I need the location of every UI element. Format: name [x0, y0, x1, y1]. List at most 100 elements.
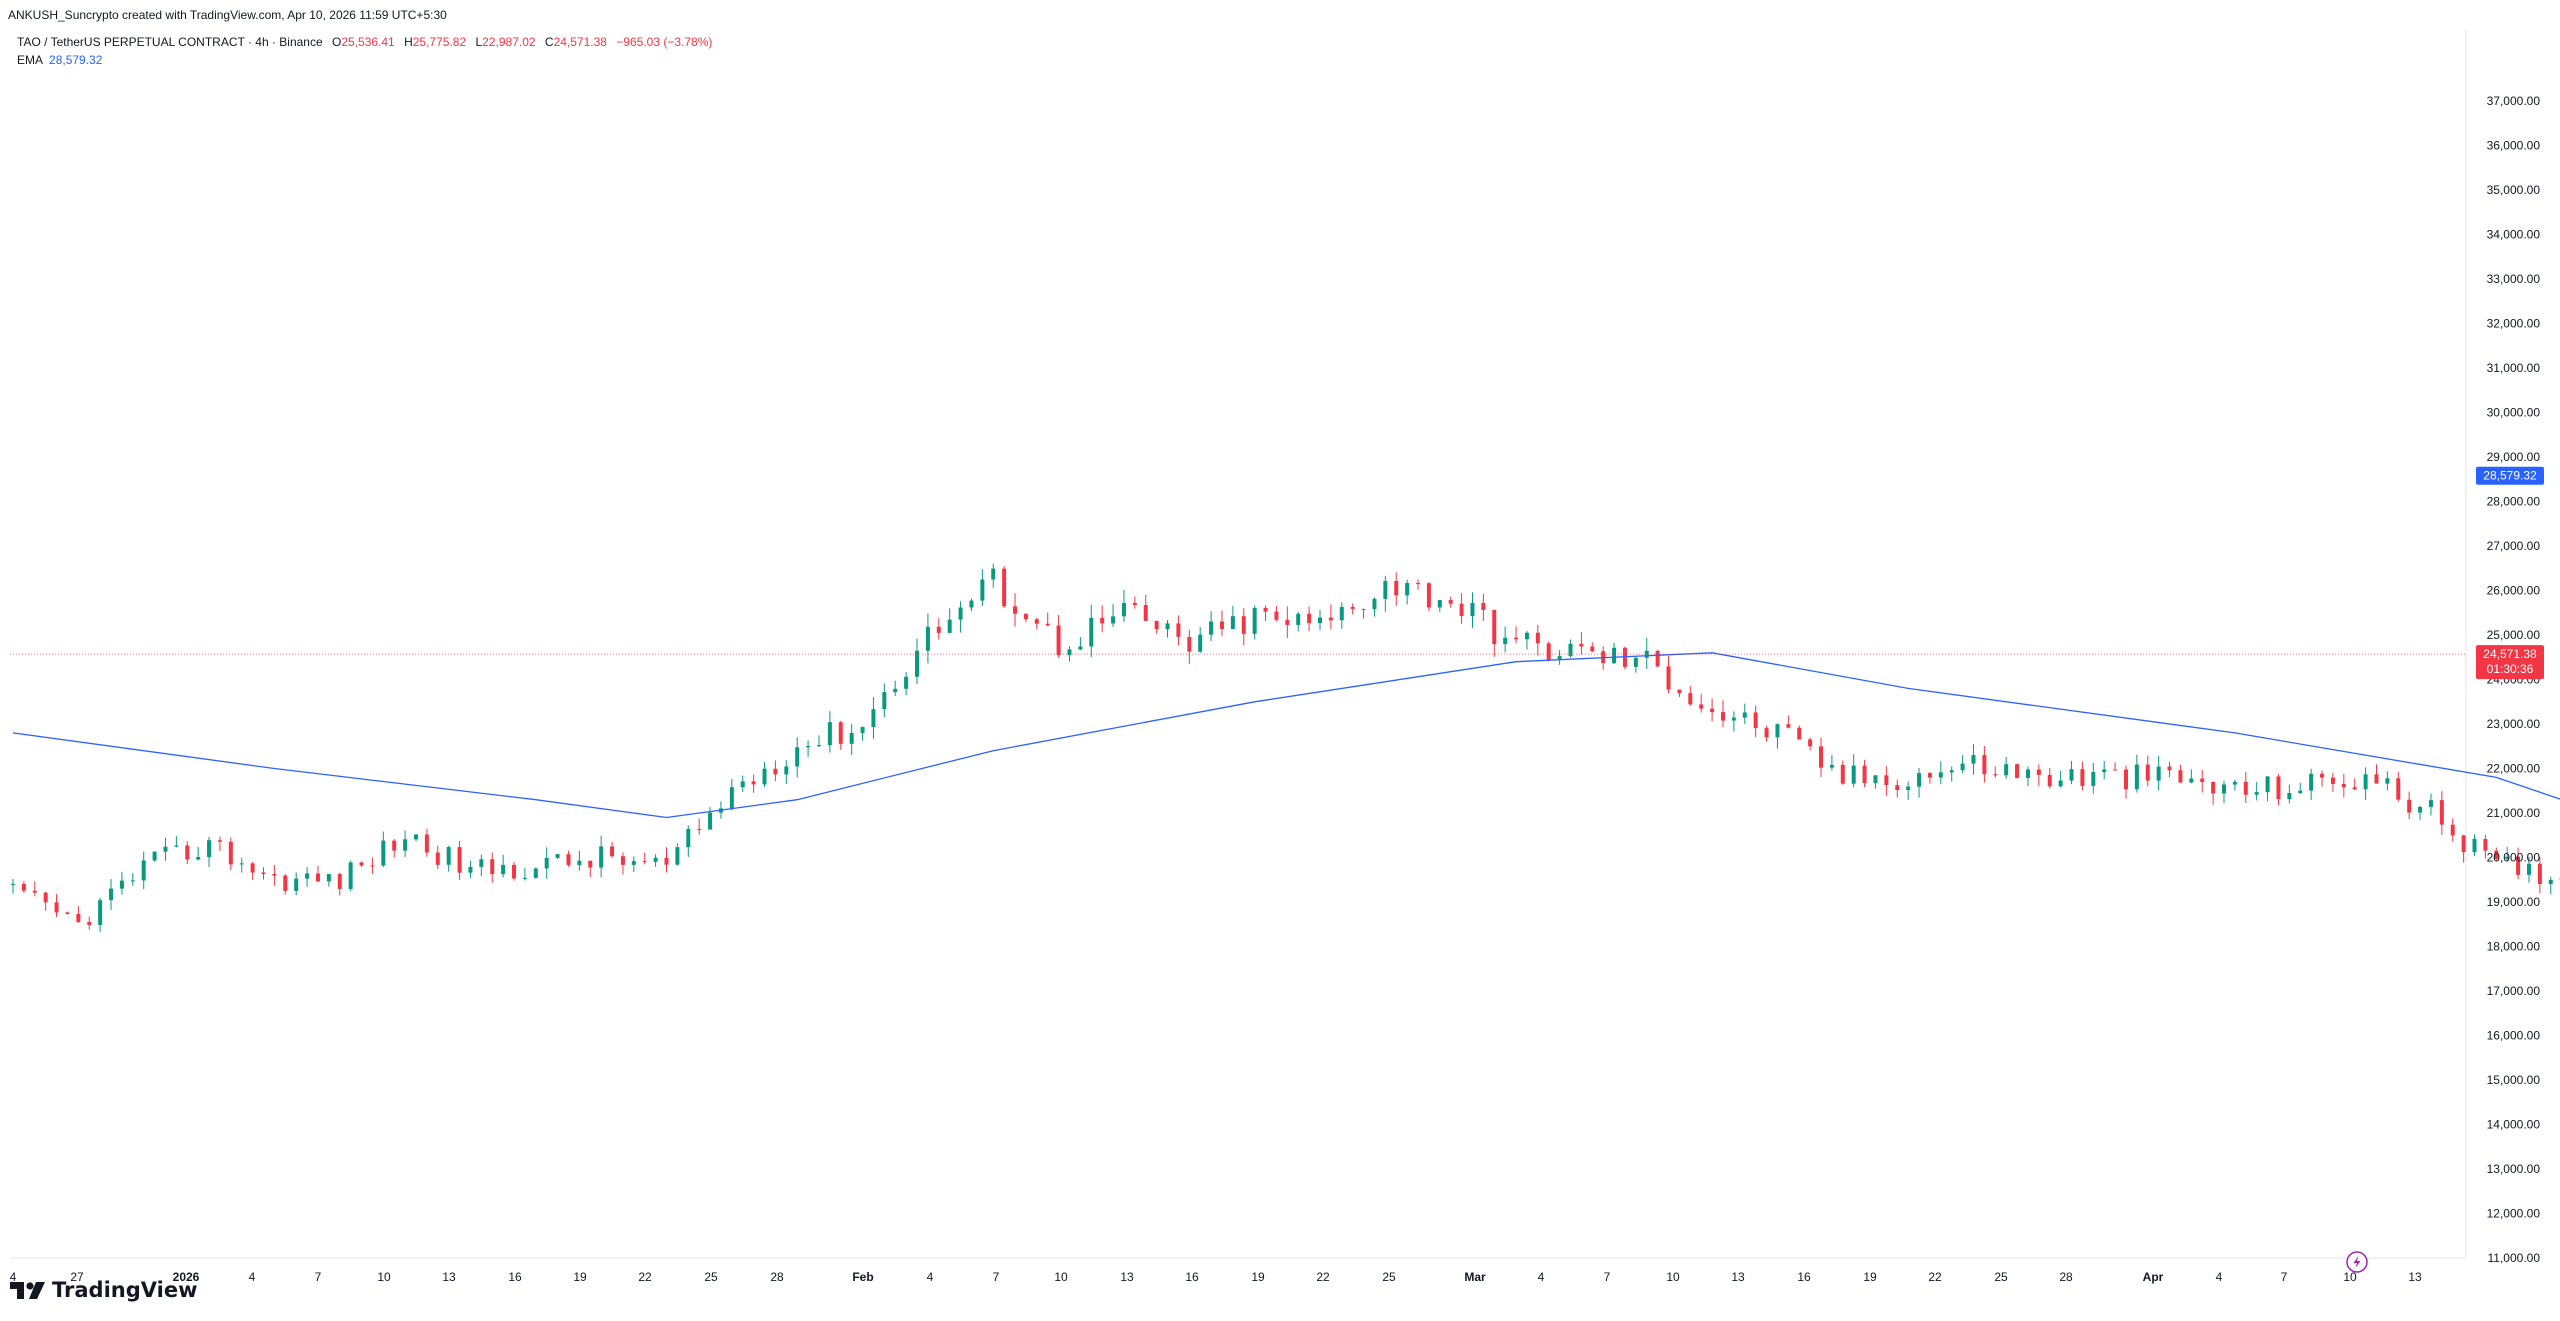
candle	[283, 873, 288, 895]
candle	[1383, 575, 1388, 612]
candle	[1862, 759, 1867, 788]
price-tick-label: 16,000.00	[2487, 1029, 2541, 1043]
candle	[2516, 847, 2521, 880]
candle	[11, 879, 15, 894]
time-tick-label: 4	[2216, 1270, 2223, 1284]
time-tick-label: 25	[1994, 1270, 2008, 1284]
candle	[620, 852, 625, 875]
candle	[1470, 592, 1475, 628]
close-value: 24,571.38	[553, 35, 607, 49]
candle	[1034, 617, 1039, 630]
time-tick-label: 13	[2408, 1270, 2422, 1284]
candle	[1121, 589, 1126, 622]
candle	[751, 774, 756, 793]
candle	[2374, 764, 2379, 784]
price-tick-label: 31,000.00	[2487, 361, 2541, 375]
candle	[1524, 631, 1529, 650]
price-tick-label: 18,000.00	[2487, 940, 2541, 954]
price-tick-label: 28,000.00	[2487, 495, 2541, 509]
candle	[1339, 602, 1344, 629]
candle	[217, 836, 222, 852]
price-tick-label: 23,000.00	[2487, 717, 2541, 731]
price-tick-label: 34,000.00	[2487, 228, 2541, 242]
candle	[1710, 698, 1715, 722]
candle	[2102, 760, 2107, 780]
time-tick-label: 7	[993, 1270, 1000, 1284]
time-tick-label: 13	[1120, 1270, 1134, 1284]
candle	[2047, 768, 2052, 789]
candle	[2254, 782, 2259, 801]
candle	[98, 897, 103, 932]
candle	[2069, 760, 2074, 785]
candle	[1949, 766, 1954, 782]
candle	[1753, 705, 1758, 738]
time-tick-label: 16	[1797, 1270, 1811, 1284]
ema-legend: EMA 28,579.32	[17, 53, 102, 67]
candle	[1372, 597, 1377, 617]
candles-layer	[11, 563, 2560, 932]
candle	[348, 860, 353, 892]
price-tick-label: 26,000.00	[2487, 584, 2541, 598]
candle	[838, 720, 843, 750]
candle	[1535, 624, 1540, 656]
candle	[1459, 592, 1464, 624]
candle	[1840, 760, 1845, 785]
candle	[893, 680, 898, 696]
candle	[653, 854, 658, 867]
candle	[1023, 613, 1028, 623]
candle	[207, 836, 212, 867]
price-tick-label: 27,000.00	[2487, 539, 2541, 553]
candle	[1677, 689, 1682, 698]
candle	[522, 867, 527, 881]
tradingview-logo-icon	[10, 1282, 45, 1299]
candle	[1590, 642, 1595, 653]
candle	[2167, 761, 2172, 778]
time-tick-label: Mar	[1464, 1270, 1486, 1284]
ema-price-badge: 28,579.32	[2476, 466, 2544, 485]
candle	[2113, 762, 2118, 771]
candle	[2243, 771, 2248, 803]
candle	[2036, 764, 2041, 787]
candle	[1274, 606, 1279, 622]
candle	[2352, 778, 2357, 791]
candle	[1154, 620, 1159, 634]
time-tick-label: 13	[1731, 1270, 1745, 1284]
candle	[1100, 605, 1105, 633]
time-tick-label: 4	[10, 1270, 17, 1284]
price-tick-label: 35,000.00	[2487, 183, 2541, 197]
candle	[1013, 593, 1018, 627]
candle	[305, 867, 310, 887]
candle	[599, 835, 604, 878]
candle	[76, 906, 81, 923]
candle	[512, 861, 517, 881]
candle	[1644, 637, 1649, 670]
time-tick-label: 2026	[173, 1270, 200, 1284]
candle	[1296, 612, 1301, 632]
candle	[1873, 775, 1878, 789]
candle	[915, 638, 920, 685]
candle	[969, 598, 974, 612]
candle	[860, 726, 865, 741]
candle	[1895, 779, 1900, 798]
candle	[947, 608, 952, 634]
candle	[435, 845, 440, 869]
candle	[1176, 615, 1181, 646]
candle	[1350, 603, 1355, 615]
tradingview-logo[interactable]: TradingView	[10, 1278, 197, 1302]
candle	[1742, 703, 1747, 724]
candle	[2505, 846, 2510, 862]
candle	[1993, 766, 1998, 778]
candle	[1481, 593, 1486, 621]
lightning-icon[interactable]	[2346, 1251, 2368, 1273]
candle	[501, 854, 506, 878]
ema-label: EMA	[17, 53, 44, 67]
candle	[239, 857, 244, 873]
candle	[2439, 791, 2444, 835]
price-tick-label: 12,000.00	[2487, 1207, 2541, 1221]
candle	[1219, 610, 1224, 636]
candle	[588, 860, 593, 878]
candle	[1557, 650, 1562, 665]
candle	[1514, 626, 1519, 644]
